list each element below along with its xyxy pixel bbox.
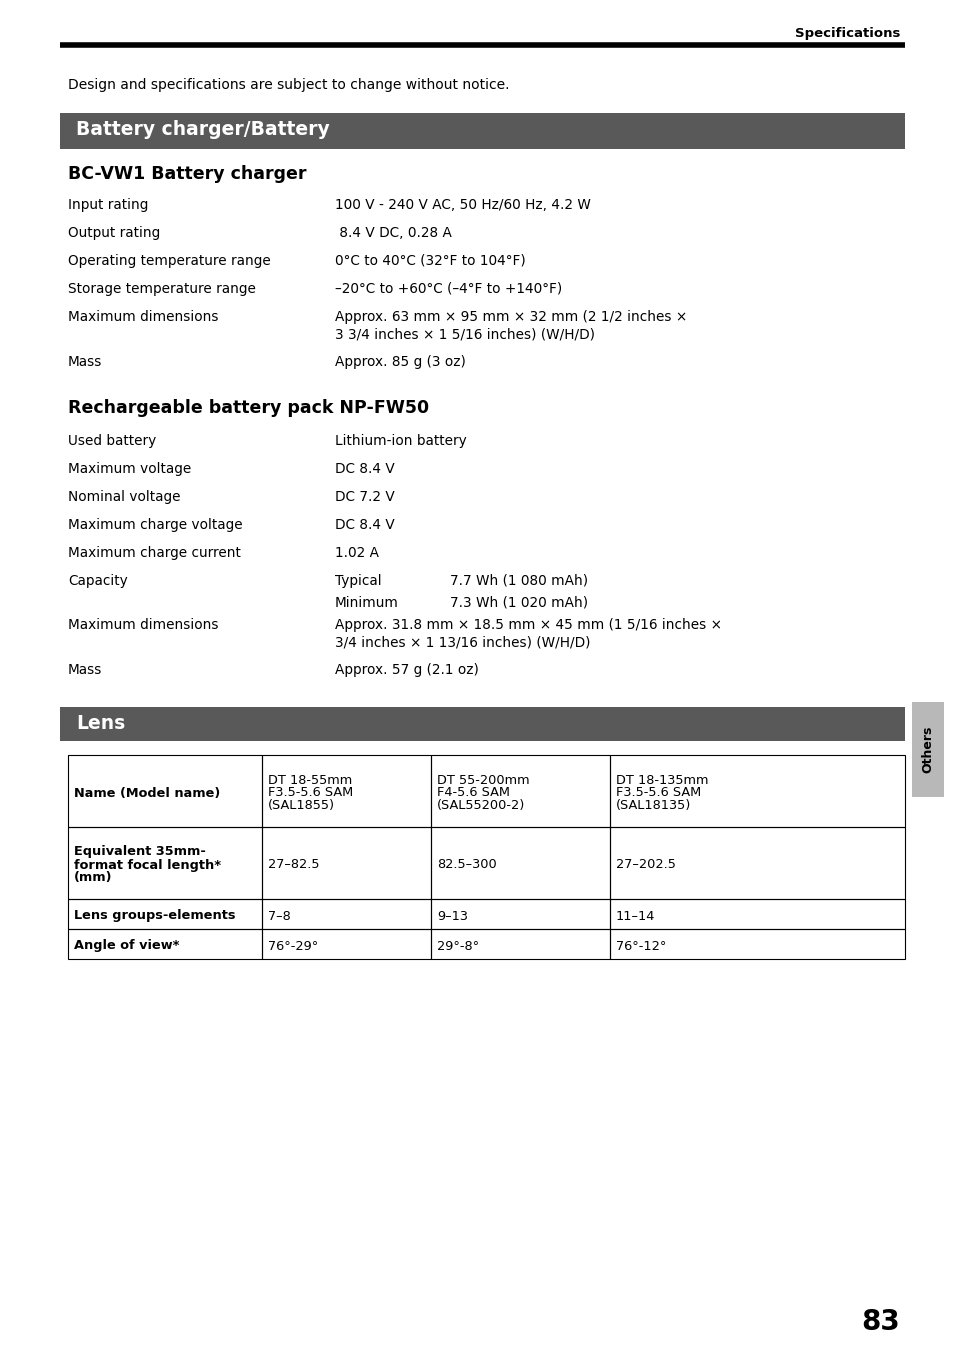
Text: 27–202.5: 27–202.5 xyxy=(616,858,675,872)
Text: Mass: Mass xyxy=(68,355,102,369)
Text: 3/4 inches × 1 13/16 inches) (W/H/D): 3/4 inches × 1 13/16 inches) (W/H/D) xyxy=(335,635,590,650)
Text: Angle of view*: Angle of view* xyxy=(74,940,179,952)
Text: Maximum dimensions: Maximum dimensions xyxy=(68,617,218,632)
Text: 76°-29°: 76°-29° xyxy=(268,940,318,952)
Text: 11–14: 11–14 xyxy=(616,909,655,923)
Bar xyxy=(609,929,904,959)
Text: Approx. 57 g (2.1 oz): Approx. 57 g (2.1 oz) xyxy=(335,663,478,677)
Text: BC-VW1 Battery charger: BC-VW1 Battery charger xyxy=(68,165,306,183)
Text: DT 18-55mm: DT 18-55mm xyxy=(268,773,352,787)
Text: F3.5-5.6 SAM: F3.5-5.6 SAM xyxy=(616,787,700,799)
Text: Mass: Mass xyxy=(68,663,102,677)
Text: 82.5–300: 82.5–300 xyxy=(436,858,497,872)
Bar xyxy=(431,755,609,827)
Text: Lens: Lens xyxy=(76,714,125,733)
Bar xyxy=(262,827,431,898)
Text: 29°-8°: 29°-8° xyxy=(436,940,478,952)
Text: DT 55-200mm: DT 55-200mm xyxy=(436,773,529,787)
Text: (SAL55200-2): (SAL55200-2) xyxy=(436,799,525,812)
Bar xyxy=(262,755,431,827)
Text: 76°-12°: 76°-12° xyxy=(616,940,666,952)
Text: Lens groups-elements: Lens groups-elements xyxy=(74,909,235,923)
Text: Equivalent 35mm-: Equivalent 35mm- xyxy=(74,846,206,858)
Text: Storage temperature range: Storage temperature range xyxy=(68,282,255,296)
Text: 1.02 A: 1.02 A xyxy=(335,546,378,560)
Text: Typical: Typical xyxy=(335,574,381,588)
Bar xyxy=(68,827,262,898)
Text: Maximum charge current: Maximum charge current xyxy=(68,546,240,560)
Text: Specifications: Specifications xyxy=(794,27,899,40)
Text: DC 7.2 V: DC 7.2 V xyxy=(335,490,395,504)
Text: format focal length*: format focal length* xyxy=(74,858,221,872)
Text: 27–82.5: 27–82.5 xyxy=(268,858,319,872)
Text: Output rating: Output rating xyxy=(68,226,160,239)
Text: Maximum charge voltage: Maximum charge voltage xyxy=(68,518,242,533)
Text: Approx. 85 g (3 oz): Approx. 85 g (3 oz) xyxy=(335,355,465,369)
Text: Maximum voltage: Maximum voltage xyxy=(68,461,191,476)
Text: F3.5-5.6 SAM: F3.5-5.6 SAM xyxy=(268,787,353,799)
Bar xyxy=(68,755,262,827)
Bar xyxy=(911,702,943,798)
Text: DC 8.4 V: DC 8.4 V xyxy=(335,518,395,533)
Text: 3 3/4 inches × 1 5/16 inches) (W/H/D): 3 3/4 inches × 1 5/16 inches) (W/H/D) xyxy=(335,327,595,342)
Bar xyxy=(609,827,904,898)
Bar xyxy=(60,113,904,149)
Bar xyxy=(609,755,904,827)
Text: Lithium-ion battery: Lithium-ion battery xyxy=(335,434,466,448)
Text: F4-5.6 SAM: F4-5.6 SAM xyxy=(436,787,510,799)
Bar xyxy=(431,827,609,898)
Bar xyxy=(431,929,609,959)
Text: DC 8.4 V: DC 8.4 V xyxy=(335,461,395,476)
Text: Rechargeable battery pack NP-FW50: Rechargeable battery pack NP-FW50 xyxy=(68,399,429,417)
Text: –20°C to +60°C (–4°F to +140°F): –20°C to +60°C (–4°F to +140°F) xyxy=(335,282,561,296)
Text: 9–13: 9–13 xyxy=(436,909,468,923)
Text: (mm): (mm) xyxy=(74,872,112,885)
Text: Maximum dimensions: Maximum dimensions xyxy=(68,309,218,324)
Text: (SAL18135): (SAL18135) xyxy=(616,799,691,812)
Text: Used battery: Used battery xyxy=(68,434,156,448)
Bar xyxy=(68,898,262,929)
Text: Approx. 63 mm × 95 mm × 32 mm (2 1/2 inches ×: Approx. 63 mm × 95 mm × 32 mm (2 1/2 inc… xyxy=(335,309,686,324)
Bar xyxy=(431,898,609,929)
Text: 83: 83 xyxy=(861,1307,899,1336)
Text: 7.3 Wh (1 020 mAh): 7.3 Wh (1 020 mAh) xyxy=(450,596,587,611)
Text: DT 18-135mm: DT 18-135mm xyxy=(616,773,708,787)
Bar xyxy=(262,898,431,929)
Text: Input rating: Input rating xyxy=(68,198,149,213)
Text: Capacity: Capacity xyxy=(68,574,128,588)
Text: Nominal voltage: Nominal voltage xyxy=(68,490,180,504)
Bar xyxy=(60,707,904,741)
Text: Design and specifications are subject to change without notice.: Design and specifications are subject to… xyxy=(68,78,509,91)
Text: 7.7 Wh (1 080 mAh): 7.7 Wh (1 080 mAh) xyxy=(450,574,587,588)
Text: 8.4 V DC, 0.28 A: 8.4 V DC, 0.28 A xyxy=(335,226,452,239)
Text: Approx. 31.8 mm × 18.5 mm × 45 mm (1 5/16 inches ×: Approx. 31.8 mm × 18.5 mm × 45 mm (1 5/1… xyxy=(335,617,721,632)
Text: Others: Others xyxy=(921,726,934,773)
Bar xyxy=(68,929,262,959)
Text: 100 V - 240 V AC, 50 Hz/60 Hz, 4.2 W: 100 V - 240 V AC, 50 Hz/60 Hz, 4.2 W xyxy=(335,198,590,213)
Text: (SAL1855): (SAL1855) xyxy=(268,799,335,812)
Bar xyxy=(609,898,904,929)
Text: 0°C to 40°C (32°F to 104°F): 0°C to 40°C (32°F to 104°F) xyxy=(335,254,525,268)
Text: Battery charger/Battery: Battery charger/Battery xyxy=(76,120,330,139)
Text: Operating temperature range: Operating temperature range xyxy=(68,254,271,268)
Text: 7–8: 7–8 xyxy=(268,909,291,923)
Text: Name (Model name): Name (Model name) xyxy=(74,787,220,799)
Bar xyxy=(262,929,431,959)
Text: Minimum: Minimum xyxy=(335,596,398,611)
